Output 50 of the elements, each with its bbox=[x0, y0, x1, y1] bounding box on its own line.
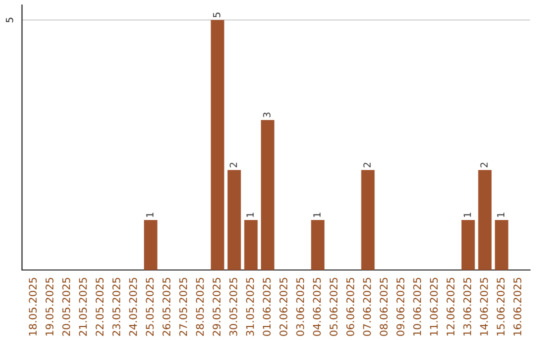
x-tick-label: 15.06.2025 bbox=[496, 278, 505, 336]
x-tick-label: 26.05.2025 bbox=[162, 278, 170, 336]
x-tick-label: 20.05.2025 bbox=[62, 278, 70, 336]
data-label: 1 bbox=[313, 212, 320, 217]
x-tick-label: 22.05.2025 bbox=[96, 278, 104, 336]
x-tick-label: 02.06.2025 bbox=[280, 278, 288, 336]
x-tick-label: 18.05.2025 bbox=[28, 278, 37, 336]
x-tick-label: 31.05.2025 bbox=[246, 278, 254, 336]
data-label: 3 bbox=[263, 112, 270, 118]
data-label: 5 bbox=[213, 12, 220, 18]
x-tick-label: 24.05.2025 bbox=[129, 278, 137, 336]
bar bbox=[361, 170, 375, 270]
x-tick-label: 04.06.2025 bbox=[312, 278, 321, 336]
data-label: 2 bbox=[480, 162, 488, 168]
x-tick-label: 21.05.2025 bbox=[78, 278, 87, 336]
x-tick-label: 10.06.2025 bbox=[413, 278, 422, 336]
x-tick-label: 12.06.2025 bbox=[446, 278, 454, 336]
x-tick-label: 09.06.2025 bbox=[396, 278, 404, 336]
bar bbox=[144, 220, 158, 270]
x-tick-label: 13.06.2025 bbox=[463, 278, 472, 336]
x-tick-label: 29.05.2025 bbox=[212, 278, 221, 336]
data-label: 2 bbox=[363, 162, 371, 168]
x-tick-label: 19.05.2025 bbox=[46, 278, 54, 336]
bar bbox=[244, 220, 258, 270]
bar bbox=[461, 220, 475, 270]
x-tick-label: 27.05.2025 bbox=[179, 278, 188, 336]
x-tick-label: 08.06.2025 bbox=[380, 278, 388, 336]
x-tick-label: 03.06.2025 bbox=[296, 278, 304, 336]
bar bbox=[311, 220, 324, 270]
x-tick-label: 14.06.2025 bbox=[480, 278, 488, 336]
x-tick-label: 28.05.2025 bbox=[196, 278, 204, 336]
x-tick-label: 16.06.2025 bbox=[513, 278, 522, 336]
x-tick-label: 30.05.2025 bbox=[229, 278, 238, 336]
x-tick-label: 06.06.2025 bbox=[346, 278, 354, 336]
bar bbox=[478, 170, 492, 270]
data-label: 1 bbox=[146, 212, 154, 217]
data-label: 1 bbox=[497, 212, 504, 217]
x-tick-label: 01.06.2025 bbox=[262, 278, 271, 336]
data-label: 1 bbox=[464, 212, 471, 217]
x-tick-label: 11.06.2025 bbox=[430, 278, 438, 336]
data-label: 2 bbox=[230, 162, 237, 168]
x-tick-label: 05.06.2025 bbox=[330, 278, 338, 336]
bar bbox=[494, 220, 508, 270]
bar bbox=[210, 20, 224, 270]
bar bbox=[260, 120, 274, 270]
x-tick-label: 07.06.2025 bbox=[363, 278, 371, 336]
x-tick-label: 25.05.2025 bbox=[146, 278, 154, 336]
x-tick-label: 23.05.2025 bbox=[112, 278, 120, 336]
data-label: 1 bbox=[246, 212, 254, 217]
bar bbox=[228, 170, 241, 270]
